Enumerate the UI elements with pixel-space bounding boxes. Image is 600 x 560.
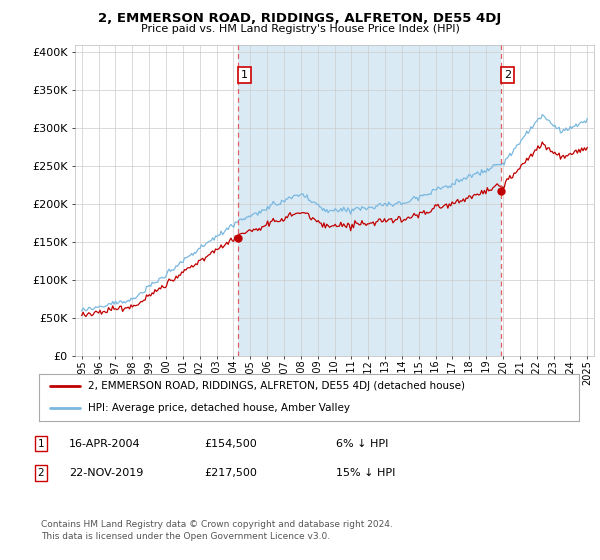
Text: £217,500: £217,500 bbox=[204, 468, 257, 478]
Text: Contains HM Land Registry data © Crown copyright and database right 2024.
This d: Contains HM Land Registry data © Crown c… bbox=[41, 520, 392, 541]
Text: 22-NOV-2019: 22-NOV-2019 bbox=[69, 468, 143, 478]
Bar bbox=[238, 45, 502, 356]
Text: 6% ↓ HPI: 6% ↓ HPI bbox=[336, 438, 388, 449]
Text: HPI: Average price, detached house, Amber Valley: HPI: Average price, detached house, Ambe… bbox=[88, 403, 350, 413]
Text: 2, EMMERSON ROAD, RIDDINGS, ALFRETON, DE55 4DJ (detached house): 2, EMMERSON ROAD, RIDDINGS, ALFRETON, DE… bbox=[88, 381, 464, 391]
Text: 1: 1 bbox=[37, 438, 44, 449]
Text: 15% ↓ HPI: 15% ↓ HPI bbox=[336, 468, 395, 478]
Text: 2: 2 bbox=[37, 468, 44, 478]
Text: 1: 1 bbox=[241, 70, 248, 80]
Text: £154,500: £154,500 bbox=[204, 438, 257, 449]
Text: 2, EMMERSON ROAD, RIDDINGS, ALFRETON, DE55 4DJ: 2, EMMERSON ROAD, RIDDINGS, ALFRETON, DE… bbox=[98, 12, 502, 25]
Text: 2: 2 bbox=[504, 70, 511, 80]
Text: Price paid vs. HM Land Registry's House Price Index (HPI): Price paid vs. HM Land Registry's House … bbox=[140, 24, 460, 34]
Text: 16-APR-2004: 16-APR-2004 bbox=[69, 438, 140, 449]
